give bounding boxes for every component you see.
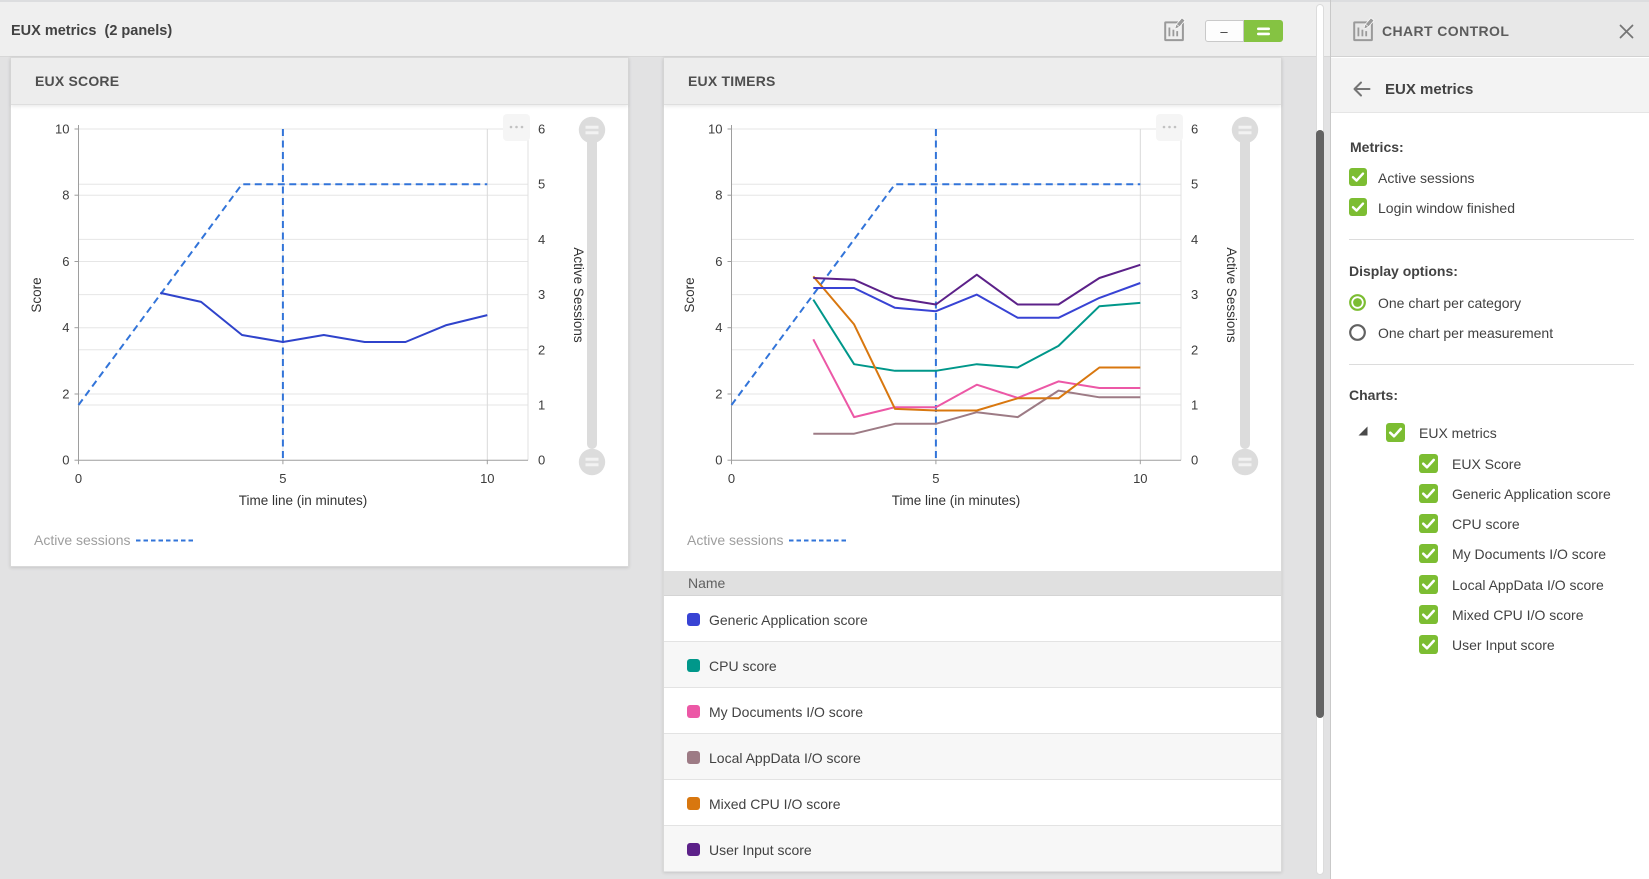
svg-text:10: 10 <box>480 471 494 486</box>
svg-text:5: 5 <box>1191 177 1198 192</box>
svg-text:3: 3 <box>538 287 545 302</box>
svg-text:Time line (in minutes): Time line (in minutes) <box>892 493 1021 508</box>
svg-text:4: 4 <box>538 232 545 247</box>
svg-text:10: 10 <box>1133 471 1147 486</box>
svg-text:2: 2 <box>62 387 69 402</box>
svg-text:Time line (in minutes): Time line (in minutes) <box>239 493 368 508</box>
svg-text:0: 0 <box>728 471 735 486</box>
svg-text:4: 4 <box>715 320 722 335</box>
svg-text:5: 5 <box>932 471 939 486</box>
svg-text:5: 5 <box>279 471 286 486</box>
svg-text:6: 6 <box>538 122 545 137</box>
svg-text:5: 5 <box>538 177 545 192</box>
svg-text:6: 6 <box>715 254 722 269</box>
svg-text:0: 0 <box>75 471 82 486</box>
svg-text:2: 2 <box>538 342 545 357</box>
svg-text:Score: Score <box>29 277 44 312</box>
svg-text:0: 0 <box>715 453 722 468</box>
svg-text:10: 10 <box>55 122 69 137</box>
svg-text:Score: Score <box>682 277 697 312</box>
svg-text:0: 0 <box>62 453 69 468</box>
svg-text:0: 0 <box>1191 453 1198 468</box>
svg-text:6: 6 <box>62 254 69 269</box>
svg-text:0: 0 <box>538 453 545 468</box>
svg-text:Active sessions: Active sessions <box>34 532 130 548</box>
svg-text:6: 6 <box>1191 122 1198 137</box>
svg-text:Active Sessions: Active Sessions <box>1224 247 1239 343</box>
svg-text:4: 4 <box>1191 232 1198 247</box>
svg-text:3: 3 <box>1191 287 1198 302</box>
svg-text:4: 4 <box>62 320 69 335</box>
svg-text:10: 10 <box>708 122 722 137</box>
svg-text:Active sessions: Active sessions <box>687 532 783 548</box>
svg-text:Active Sessions: Active Sessions <box>571 247 586 343</box>
svg-text:8: 8 <box>62 188 69 203</box>
svg-text:2: 2 <box>1191 342 1198 357</box>
svg-text:2: 2 <box>715 387 722 402</box>
svg-text:8: 8 <box>715 188 722 203</box>
svg-text:1: 1 <box>1191 398 1198 413</box>
svg-text:1: 1 <box>538 398 545 413</box>
